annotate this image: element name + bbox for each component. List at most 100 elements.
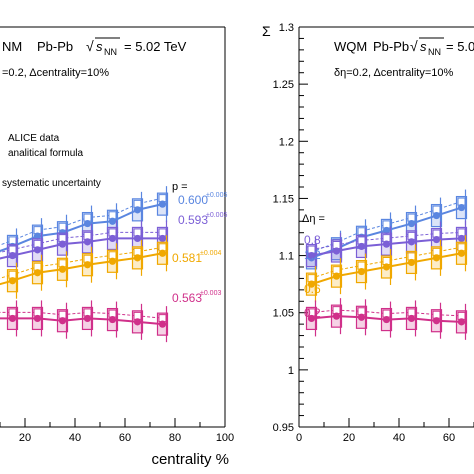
right-s-nn-sub: NN (428, 47, 441, 57)
left-data-point (158, 234, 167, 243)
left-x-tick-label: 80 (169, 432, 181, 444)
left-data-point (83, 261, 92, 269)
right-y-tick-label: 1.15 (273, 193, 294, 205)
left-energy: = 5.02 TeV (124, 39, 187, 54)
left-data-point (33, 246, 42, 254)
right-data-point (432, 254, 441, 262)
right-data-point (407, 314, 416, 323)
left-unc-0600: ±0.005 (206, 192, 227, 199)
right-data-point (382, 226, 391, 235)
right-y-axis: 0.95 1 1.05 1.1 1.15 1.2 1.25 1.3 (273, 22, 308, 434)
left-data-point (108, 217, 117, 225)
right-x-tick-label: 0 (296, 432, 302, 444)
right-data-point (407, 258, 416, 267)
right-data-point (457, 249, 466, 257)
left-series (0, 186, 169, 343)
left-data-point (8, 251, 17, 260)
left-data-point (58, 317, 67, 325)
right-title-model: WQM (334, 39, 367, 54)
left-unc-0593: ±0.005 (206, 212, 227, 219)
right-y-tick-label: 0.95 (273, 422, 294, 434)
left-data-point (133, 254, 142, 262)
right-label-02: 0.2 (304, 306, 321, 320)
left-data-point (83, 219, 92, 228)
left-s-nn-sub: NN (104, 47, 117, 57)
right-data-point (407, 219, 416, 228)
right-x-tick-label: 20 (343, 432, 355, 444)
right-data-point (432, 317, 441, 325)
left-data-point (8, 314, 17, 323)
left-data-point (58, 265, 67, 273)
right-s-nn: s (420, 39, 427, 54)
left-panel: 20 40 60 80 100 NM Pb-Pb √ s NN = 5.02 TeV =… (0, 26, 234, 468)
right-y-tick-label: 1.2 (279, 136, 294, 148)
left-data-point (133, 234, 142, 243)
left-unc-0563: ±0.003 (200, 290, 221, 297)
right-data-point (432, 235, 441, 244)
left-x-label: centrality % (151, 451, 229, 468)
left-data-point (158, 200, 167, 208)
right-y-label: Σ (262, 23, 271, 39)
right-data-point (332, 247, 341, 255)
right-x-axis: 0 20 40 60 (296, 418, 474, 444)
left-data-point (33, 314, 42, 323)
right-series (305, 189, 468, 340)
left-label-0581: 0.581 (172, 251, 202, 265)
left-data-point (83, 314, 92, 323)
right-label-12: 1.2 (304, 248, 321, 262)
left-x-tick-label: 60 (119, 432, 131, 444)
left-title-system: Pb-Pb (37, 39, 73, 54)
right-label-06: 0.6 (304, 282, 321, 296)
left-data-point (158, 320, 167, 328)
left-data-point (108, 257, 117, 265)
left-unc-0581: ±0.004 (200, 250, 221, 257)
right-deta-header: Δη = (302, 213, 325, 225)
left-data-point (58, 240, 67, 248)
left-data-point (8, 277, 17, 285)
right-data-point (382, 315, 391, 324)
right-data-point (332, 312, 341, 320)
right-data-point (357, 313, 366, 321)
right-y-tick-label: 1 (288, 365, 294, 377)
left-label-0563: 0.563 (172, 291, 202, 305)
left-s-nn: s (96, 39, 103, 54)
right-sqrt-sign: √ (410, 38, 418, 54)
left-label-0593: 0.593 (178, 213, 208, 227)
right-x-tick-label: 40 (393, 432, 405, 444)
right-data-point (457, 318, 466, 326)
left-title-model: NM (2, 39, 22, 54)
right-data-point (307, 251, 316, 260)
left-data-point (158, 249, 167, 257)
right-y-tick-label: 1.25 (273, 79, 294, 91)
left-legend-formula: analitical formula (8, 148, 83, 159)
left-sqrt-sign: √ (86, 38, 94, 54)
left-data-point (33, 232, 42, 240)
right-data-point (307, 280, 316, 288)
left-data-point (133, 318, 142, 326)
right-y-tick-label: 1.1 (279, 251, 294, 263)
left-legend-syst: systematic uncertainty (2, 178, 101, 189)
left-data-point (108, 315, 117, 324)
left-data-point (83, 238, 92, 246)
left-formula-line (0, 311, 163, 319)
right-data-point (457, 234, 466, 243)
right-panel: 0.95 1 1.05 1.1 1.15 1.2 1.25 1.3 0 20 40 60 Σ WQM… (262, 22, 474, 444)
left-data-point (133, 206, 142, 214)
left-data-point (108, 234, 117, 243)
right-data-point (357, 267, 366, 276)
left-x-tick-label: 40 (69, 432, 81, 444)
right-y-tick-label: 1.3 (279, 22, 294, 34)
right-data-point (332, 272, 341, 280)
right-data-point (432, 211, 441, 220)
right-energy: = 5.02 (446, 39, 474, 54)
right-data-point (457, 203, 466, 212)
right-data-point (307, 314, 316, 323)
right-y-tick-label: 1.05 (273, 308, 294, 320)
left-data-point (33, 269, 42, 277)
right-data-point (407, 238, 416, 246)
left-p-header: p = (172, 181, 188, 193)
left-label-0600: 0.600 (178, 193, 208, 207)
right-title-system: Pb-Pb (373, 39, 409, 54)
right-data-point (382, 240, 391, 248)
